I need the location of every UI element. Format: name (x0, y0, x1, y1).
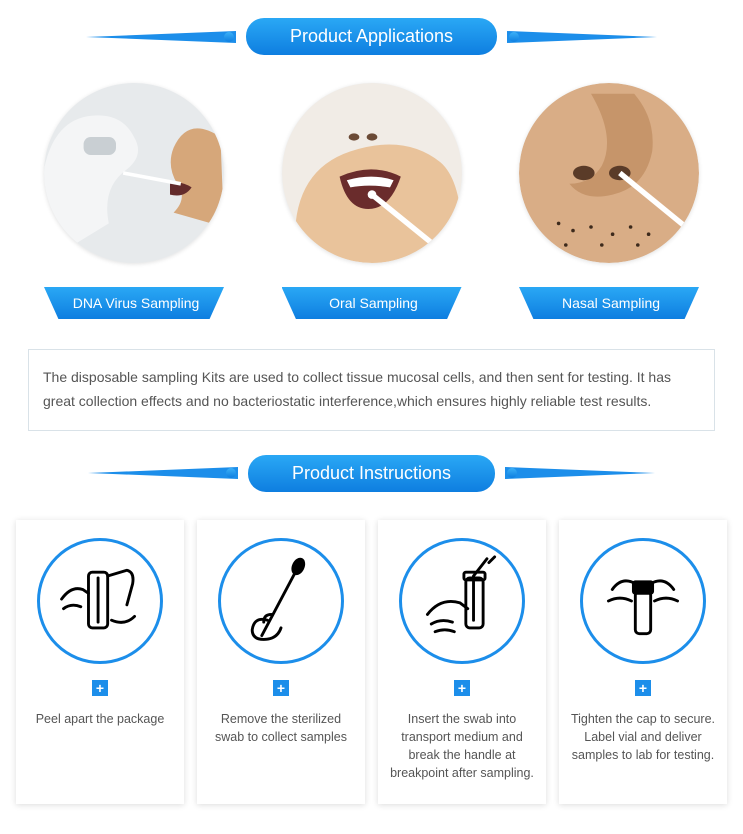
application-badge: Nasal Sampling (519, 287, 699, 319)
applications-title: Product Applications (246, 18, 497, 55)
instructions-title: Product Instructions (248, 455, 495, 492)
instructions-header: Product Instructions (0, 455, 743, 492)
instruction-text: Remove the sterilized swab to collect sa… (207, 710, 355, 746)
instruction-card: + Tighten the cap to secure. Label vial … (559, 520, 727, 805)
pill-wrap: Product Instructions (248, 455, 495, 492)
dot-left (226, 468, 236, 478)
instruction-card: + Insert the swab into transport medium … (378, 520, 546, 805)
remove-swab-icon (218, 538, 344, 664)
plus-icon: + (454, 680, 470, 696)
application-card: DNA Virus Sampling (34, 83, 234, 319)
wing-right (505, 467, 655, 479)
application-label: Oral Sampling (329, 295, 418, 311)
dot-right (507, 468, 517, 478)
plus-icon: + (273, 680, 289, 696)
applications-header: Product Applications (0, 18, 743, 55)
oral-swab-icon (282, 83, 462, 263)
application-card: Oral Sampling (272, 83, 472, 319)
wing-right (507, 31, 657, 43)
peel-package-icon (37, 538, 163, 664)
wing-left (88, 467, 238, 479)
nasal-swab-icon (519, 83, 699, 263)
application-card: Nasal Sampling (509, 83, 709, 319)
insert-vial-icon (399, 538, 525, 664)
instructions-row: + Peel apart the package + Remove the st… (0, 520, 743, 834)
throat-swab-ppe-icon (44, 83, 224, 263)
plus-icon: + (92, 680, 108, 696)
instruction-text: Tighten the cap to secure. Label vial an… (569, 710, 717, 764)
wing-left (86, 31, 236, 43)
application-badge: Oral Sampling (282, 287, 462, 319)
instruction-text: Insert the swab into transport medium an… (388, 710, 536, 783)
cap-vial-icon (580, 538, 706, 664)
application-label: DNA Virus Sampling (73, 295, 200, 311)
description-box: The disposable sampling Kits are used to… (28, 349, 715, 431)
pill-wrap: Product Applications (246, 18, 497, 55)
description-text: The disposable sampling Kits are used to… (43, 369, 671, 409)
instruction-card: + Peel apart the package (16, 520, 184, 805)
dot-right (509, 32, 519, 42)
instruction-text: Peel apart the package (36, 710, 165, 728)
applications-row: DNA Virus Sampling (0, 83, 743, 319)
plus-icon: + (635, 680, 651, 696)
instruction-card: + Remove the sterilized swab to collect … (197, 520, 365, 805)
application-label: Nasal Sampling (562, 295, 660, 311)
dot-left (224, 32, 234, 42)
application-badge: DNA Virus Sampling (44, 287, 224, 319)
